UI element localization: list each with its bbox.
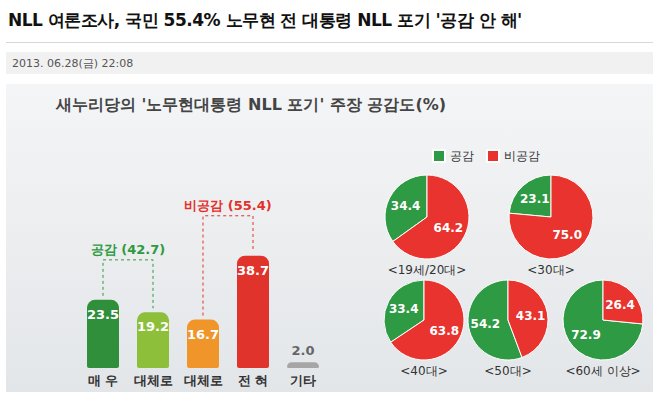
svg-text:<60세 이상>: <60세 이상> — [565, 364, 640, 378]
svg-text:<50대>: <50대> — [484, 364, 531, 378]
svg-text:38.7: 38.7 — [237, 263, 269, 278]
svg-text:매 우: 매 우 — [88, 373, 119, 388]
svg-text:<19세/20대>: <19세/20대> — [388, 263, 467, 277]
svg-text:26.4: 26.4 — [605, 298, 635, 312]
svg-text:기타: 기타 — [290, 373, 316, 388]
html-text:2013. 06.28(금) 22:08: 2013. 06.28(금) 22:08 — [12, 57, 134, 70]
svg-text:2.0: 2.0 — [291, 343, 314, 358]
svg-text:33.4: 33.4 — [389, 302, 419, 316]
svg-text:공감 (42.7): 공감 (42.7) — [91, 242, 165, 257]
svg-text:<40대>: <40대> — [400, 364, 447, 378]
svg-text:63.8: 63.8 — [429, 324, 459, 338]
svg-text:전 혀: 전 혀 — [238, 373, 269, 388]
svg-text:23.5: 23.5 — [87, 307, 119, 322]
svg-text:공감: 공감 — [450, 149, 474, 163]
svg-text:비공감 (55.4): 비공감 (55.4) — [184, 198, 271, 213]
svg-text:34.4: 34.4 — [391, 199, 421, 213]
svg-text:새누리당의 '노무현대통령 NLL 포기' 주장 공감도(%: 새누리당의 '노무현대통령 NLL 포기' 주장 공감도(%) — [55, 95, 446, 114]
svg-text:대체로: 대체로 — [184, 373, 223, 388]
svg-text:54.2: 54.2 — [471, 317, 501, 331]
svg-text:64.2: 64.2 — [434, 221, 464, 235]
svg-text:대체로: 대체로 — [134, 373, 173, 388]
html-text:NLL 여론조사, 국민 55.4% 노무현 전 대통령 N: NLL 여론조사, 국민 55.4% 노무현 전 대통령 NLL 포기 '공감 … — [8, 10, 522, 30]
svg-text:72.9: 72.9 — [571, 328, 601, 342]
svg-text:비공감: 비공감 — [504, 149, 540, 163]
svg-text:75.0: 75.0 — [552, 228, 582, 242]
svg-text:23.1: 23.1 — [520, 192, 550, 206]
svg-text:<30대>: <30대> — [527, 263, 574, 277]
svg-text:16.7: 16.7 — [187, 327, 219, 342]
svg-text:43.1: 43.1 — [516, 309, 546, 323]
svg-text:19.2: 19.2 — [137, 319, 169, 334]
